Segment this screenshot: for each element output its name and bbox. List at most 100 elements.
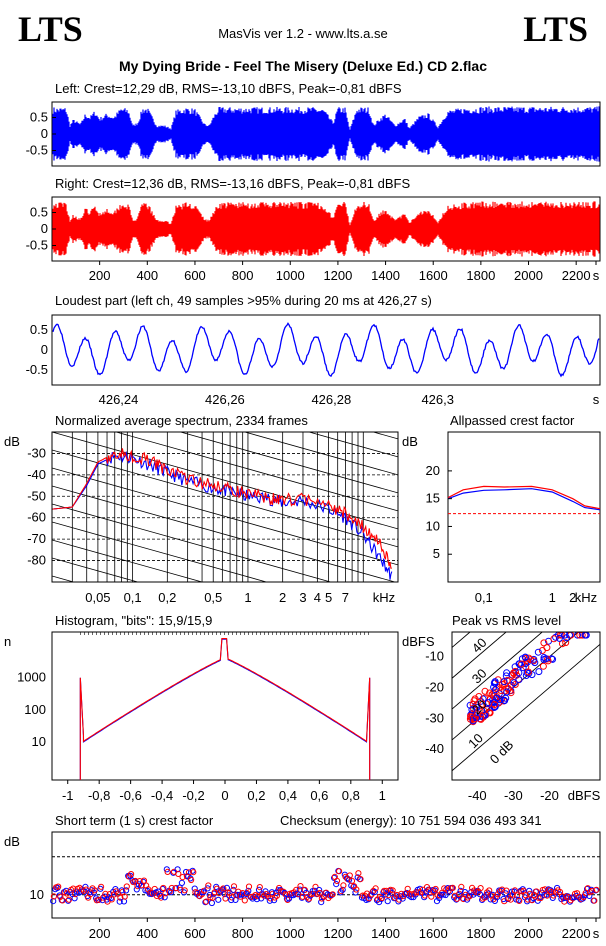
x-tick-label: 4	[314, 590, 321, 605]
crest-point	[486, 887, 493, 894]
x-axis-label: dBFS	[568, 788, 601, 803]
crest-point	[494, 894, 501, 901]
crest-point	[309, 888, 316, 895]
crest-point	[453, 895, 461, 902]
crest-point	[63, 890, 70, 897]
spectrum-plot-area	[52, 432, 398, 582]
crest-point	[119, 888, 126, 896]
crest-point	[589, 887, 596, 895]
x-tick-label: 2200	[562, 268, 591, 283]
crest-point	[432, 885, 439, 893]
crest-point	[396, 896, 403, 903]
x-tick-label: 2000	[514, 268, 543, 283]
x-tick-label: s	[593, 926, 600, 941]
crest-point	[160, 884, 167, 892]
crest-point	[378, 895, 385, 903]
x-tick-label: 800	[232, 926, 254, 941]
crest-point	[429, 887, 436, 894]
crest-point	[203, 898, 210, 905]
scatter-point	[539, 662, 547, 670]
crest-point	[228, 896, 235, 904]
crest-point	[174, 866, 181, 873]
crest-point	[168, 889, 175, 896]
scatter-point	[503, 669, 511, 677]
scatter-point	[491, 679, 499, 687]
crest-point	[87, 891, 94, 898]
x-tick-label: 426,3	[421, 392, 454, 407]
x-tick-label: s	[593, 392, 600, 407]
crest-point	[329, 891, 336, 898]
crest-point	[209, 894, 216, 901]
plot-frame	[451, 631, 601, 781]
scatter-point	[540, 654, 548, 661]
crest-point	[175, 870, 182, 878]
crest-diagonal	[452, 643, 600, 772]
crest-point	[526, 890, 534, 897]
x-tick-label: 1800	[466, 926, 495, 941]
crest-point	[161, 894, 168, 901]
scatter-point	[481, 687, 489, 695]
crest-point	[308, 890, 315, 898]
y-tick-label: 10	[426, 518, 440, 533]
crest-point	[457, 887, 464, 894]
crest-point	[255, 886, 263, 894]
scatter-point	[515, 669, 523, 677]
crest-point	[316, 886, 323, 894]
x-tick-label: 2200	[562, 926, 591, 941]
short-term-crest-title: Short term (1 s) crest factor	[55, 813, 214, 828]
x-tick-label: 1200	[323, 926, 352, 941]
x-tick-label: 600	[184, 268, 206, 283]
crest-point	[108, 896, 115, 903]
crest-point	[70, 885, 77, 892]
crest-point	[357, 876, 364, 883]
x-tick-label: 1800	[466, 268, 495, 283]
y-axis-label: dB	[402, 434, 418, 449]
y-tick-label: -60	[27, 510, 46, 525]
scatter-point	[490, 704, 498, 711]
scatter-point	[475, 693, 483, 700]
spectrum-title: Normalized average spectrum, 2334 frames	[55, 413, 308, 428]
crest-point	[496, 887, 503, 894]
crest-point	[220, 885, 227, 892]
scatter-point	[491, 701, 498, 708]
crest-point	[355, 870, 362, 877]
crest-point	[50, 893, 58, 900]
crest-point	[449, 884, 456, 892]
crest-point	[121, 893, 128, 900]
x-tick-label: 200	[89, 268, 111, 283]
crest-point	[318, 899, 325, 906]
crest-point	[507, 896, 514, 903]
y-tick-label: -0.5	[26, 362, 48, 377]
x-tick-label: 0,5	[204, 590, 222, 605]
x-tick-label: 0,4	[279, 788, 297, 803]
crest-series-right	[447, 485, 601, 510]
x-tick-label: 1600	[419, 268, 448, 283]
crest-point	[140, 877, 148, 884]
crest-point	[544, 892, 551, 899]
x-tick-label: 1400	[371, 926, 400, 941]
crest-point	[65, 896, 73, 903]
x-tick-label: -0,8	[88, 788, 110, 803]
crest-point	[426, 886, 433, 893]
y-tick-label: 100	[24, 702, 46, 717]
crest-point	[428, 893, 435, 900]
x-tick-label: -0,2	[182, 788, 204, 803]
x-tick-label: 1600	[419, 926, 448, 941]
y-tick-label: -0.5	[26, 143, 48, 158]
diagonal-label: 30	[469, 666, 490, 687]
crest-point	[592, 887, 599, 894]
spectrum-chart: dB -30 -40 -50 -60 -70 -80 0,05 0,1 0,2 0,5 1 2 3 4 5 7 k…	[4, 431, 399, 605]
x-tick-label: 0,05	[85, 590, 110, 605]
x-tick-label: 426,26	[205, 392, 245, 407]
crest-point	[372, 885, 379, 892]
y-tick-label: 10	[30, 887, 44, 902]
crest-point	[456, 890, 463, 897]
x-tick-label: 2000	[514, 926, 543, 941]
x-tick-label: -30	[504, 788, 523, 803]
crest-point	[208, 899, 215, 907]
slope-line	[52, 449, 398, 548]
crest-point	[179, 874, 186, 881]
y-tick-label: 0.5	[30, 110, 48, 125]
crest-point	[133, 886, 140, 893]
